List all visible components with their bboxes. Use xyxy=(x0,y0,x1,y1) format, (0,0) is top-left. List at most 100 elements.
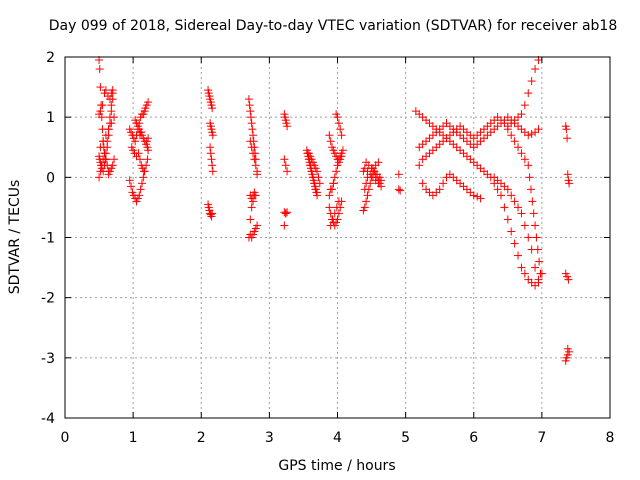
data-point xyxy=(313,188,322,197)
data-point xyxy=(338,146,347,155)
data-point xyxy=(532,233,541,242)
data-point xyxy=(283,208,292,217)
data-point xyxy=(435,185,444,194)
data-point xyxy=(96,83,105,92)
data-point xyxy=(110,155,119,164)
y-tick-label: -3 xyxy=(41,351,55,367)
data-point xyxy=(564,275,573,284)
data-point xyxy=(534,125,543,134)
y-tick-label: 1 xyxy=(46,110,55,126)
data-point xyxy=(334,197,343,206)
data-point xyxy=(247,143,256,152)
data-point xyxy=(140,167,149,176)
data-point xyxy=(326,137,335,146)
data-point xyxy=(520,221,529,230)
data-point xyxy=(281,209,290,218)
data-point xyxy=(510,197,519,206)
data-point xyxy=(207,155,216,164)
x-tick-label: 0 xyxy=(61,430,70,446)
data-point xyxy=(333,113,342,122)
data-point xyxy=(98,101,107,110)
data-point xyxy=(514,143,523,152)
data-point xyxy=(332,167,341,176)
data-point xyxy=(510,239,519,248)
y-tick-label: -4 xyxy=(41,411,55,427)
data-point xyxy=(325,203,334,212)
data-point xyxy=(144,134,153,143)
axes xyxy=(64,56,611,419)
data-point xyxy=(330,209,339,218)
data-point xyxy=(493,185,502,194)
data-point xyxy=(246,113,255,122)
data-point xyxy=(253,221,262,230)
data-point xyxy=(336,125,345,134)
data-point xyxy=(526,185,535,194)
data-point xyxy=(337,131,346,140)
data-point xyxy=(246,215,255,224)
data-point xyxy=(101,155,110,164)
data-point xyxy=(96,107,105,116)
data-point xyxy=(500,203,509,212)
data-point xyxy=(100,149,109,158)
data-point xyxy=(247,119,256,128)
data-point xyxy=(107,119,116,128)
y-tick-label: 0 xyxy=(46,170,55,186)
data-point xyxy=(283,167,292,176)
data-point xyxy=(503,125,512,134)
data-point xyxy=(563,134,572,143)
data-point xyxy=(517,149,526,158)
data-point xyxy=(359,167,368,176)
data-point xyxy=(563,170,572,179)
data-point xyxy=(527,245,536,254)
data-point xyxy=(363,173,372,182)
data-point xyxy=(524,233,533,242)
data-point xyxy=(363,191,372,200)
data-point xyxy=(249,197,258,206)
data-point xyxy=(310,179,319,188)
data-point xyxy=(562,125,571,134)
data-point xyxy=(244,95,253,104)
data-point xyxy=(503,185,512,194)
data-point xyxy=(325,191,334,200)
data-point xyxy=(250,191,259,200)
data-point xyxy=(139,173,148,182)
data-point xyxy=(360,203,369,212)
data-point xyxy=(330,173,339,182)
data-point xyxy=(244,233,253,242)
data-point xyxy=(514,203,523,212)
data-point xyxy=(520,101,529,110)
data-point xyxy=(535,257,544,266)
data-point xyxy=(303,149,312,158)
data-point xyxy=(531,263,540,272)
data-point xyxy=(247,203,256,212)
x-tick-label: 3 xyxy=(265,430,274,446)
data-point xyxy=(418,179,427,188)
data-point xyxy=(531,65,540,74)
data-point xyxy=(105,95,114,104)
data-point xyxy=(246,107,255,116)
data-point xyxy=(517,263,526,272)
data-point xyxy=(534,275,543,284)
data-point xyxy=(529,209,538,218)
data-point xyxy=(561,356,570,365)
data-point xyxy=(326,221,335,230)
data-points xyxy=(95,56,574,365)
data-point xyxy=(135,191,144,200)
x-tick-label: 7 xyxy=(537,430,546,446)
data-point xyxy=(510,137,519,146)
data-point xyxy=(306,161,315,170)
data-point xyxy=(280,155,289,164)
y-tick-label: -2 xyxy=(41,291,55,307)
data-point xyxy=(326,185,335,194)
data-point xyxy=(524,89,533,98)
data-point xyxy=(520,155,529,164)
data-point xyxy=(208,104,217,113)
data-point xyxy=(528,197,537,206)
data-point xyxy=(308,173,317,182)
tick-labels: 0 1 2 3 4 5 6 7 8 -4 -3 -2 -1 0 1 2 xyxy=(41,50,614,446)
data-point xyxy=(497,191,505,200)
data-point xyxy=(514,251,523,260)
data-point xyxy=(99,137,108,146)
data-point xyxy=(96,143,105,152)
